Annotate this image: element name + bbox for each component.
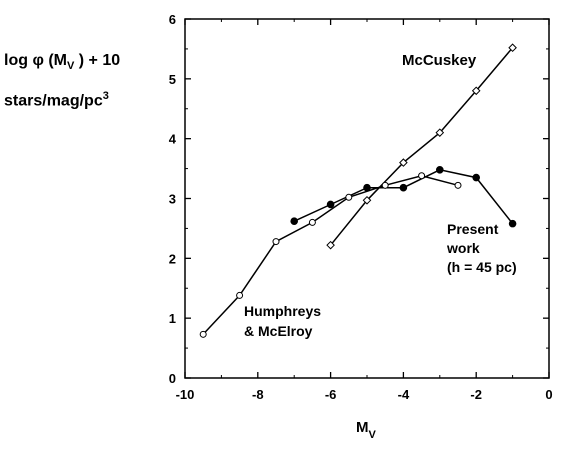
y-tick-label: 2: [169, 251, 176, 266]
plot-area: [199, 43, 517, 338]
y-label-sup: 3: [102, 90, 109, 102]
data-point-filled: [399, 183, 408, 192]
y-label-log: log: [4, 52, 33, 69]
data-point-open: [308, 218, 316, 226]
x-tick-label: -4: [398, 387, 410, 402]
annotation-present-work: Present work (h = 45 pc): [446, 221, 517, 275]
annotation-mccuskey: McCuskey: [402, 52, 477, 69]
annotation-humphreys-line-2: & McElroy: [244, 323, 313, 339]
y-label-tail: ) + 10: [74, 52, 121, 69]
y-tick-label: 6: [169, 12, 176, 27]
data-point-diamond: [435, 128, 445, 137]
data-point-diamond: [508, 43, 517, 53]
data-point-filled: [436, 165, 444, 174]
x-tick-label: 0: [545, 387, 552, 402]
annotation-present-line-1: Present: [447, 221, 499, 237]
data-point-open: [381, 181, 389, 189]
x-tick-label: -2: [470, 387, 482, 402]
data-point-filled: [508, 219, 517, 228]
data-point-open: [272, 238, 280, 246]
data-point-filled: [472, 173, 481, 182]
data-point-filled: [326, 200, 335, 209]
y-label-sub: V: [66, 60, 75, 73]
y-label-units: stars/mag/pc: [4, 92, 103, 110]
y-tick-label: 4: [169, 132, 177, 147]
annotation-humphreys-line-1: Humphreys: [244, 303, 321, 319]
y-tick-label: 1: [169, 311, 176, 326]
data-point-open: [236, 291, 244, 299]
y-axis-label-line-1: log φ (MV ) + 10: [4, 52, 120, 72]
y-tick-label: 3: [169, 192, 176, 207]
data-point-diamond: [362, 195, 372, 205]
annotation-present-line-2: work: [446, 240, 480, 256]
x-label-main: M: [356, 419, 369, 436]
y-tick-label: 0: [169, 371, 176, 386]
x-tick-label: -6: [325, 387, 337, 402]
y-label-phi: φ (M: [32, 52, 67, 69]
data-point-diamond: [471, 86, 481, 96]
x-label-sub: V: [369, 429, 377, 441]
series-line: [202, 175, 459, 335]
data-point-filled: [290, 217, 299, 226]
data-point-diamond: [399, 158, 408, 167]
data-point-open: [199, 330, 207, 338]
annotation-humphreys: Humphreys & McElroy: [244, 303, 321, 339]
axes: -10 -8 -6 -4 -2 0 0 1 2 3 4 5 6: [169, 12, 553, 402]
data-point-open: [454, 181, 462, 189]
y-axis-label-line-2: stars/mag/pc3: [4, 90, 109, 110]
annotation-present-line-3: (h = 45 pc): [447, 259, 517, 275]
y-tick-label: 5: [169, 72, 176, 87]
data-point-filled: [363, 183, 371, 192]
x-tick-label: -8: [252, 387, 264, 402]
series-line: [330, 47, 514, 246]
data-point-open: [345, 193, 353, 201]
x-tick-label: -10: [176, 387, 195, 402]
data-point-open: [418, 172, 426, 180]
data-point-diamond: [326, 240, 335, 250]
x-axis-label: MV: [356, 419, 377, 441]
